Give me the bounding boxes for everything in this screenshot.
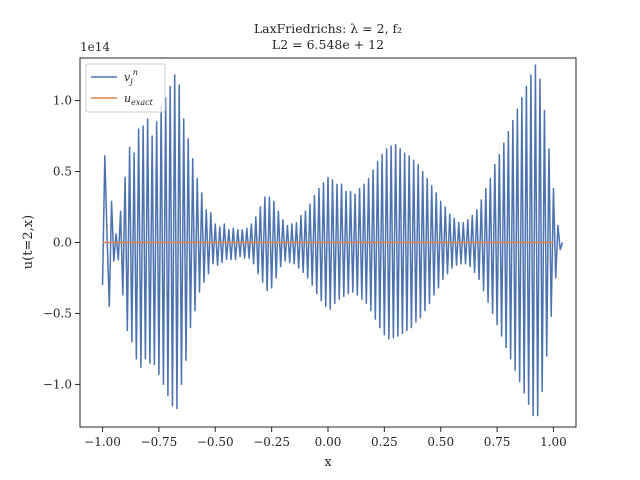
x-tick-label: −0.50 [197, 435, 234, 449]
x-tick-label: −0.25 [253, 435, 290, 449]
x-tick-label: 0.25 [371, 435, 398, 449]
y-offset-text: 1e14 [80, 40, 110, 54]
y-tick-label: 0.5 [53, 165, 72, 179]
chart-title-line1: LaxFriedrichs: λ = 2, f₂ [254, 21, 402, 36]
y-tick-label: −1.0 [43, 377, 72, 391]
y-tick-label: 0.0 [53, 236, 72, 250]
x-axis-label: x [324, 455, 332, 470]
x-tick-label: 0.75 [484, 435, 511, 449]
chart-title-line2: L2 = 6.548e + 12 [272, 37, 384, 52]
x-tick-label: 1.00 [540, 435, 567, 449]
x-tick-label: 0.00 [315, 435, 342, 449]
y-tick-label: −0.5 [43, 306, 72, 320]
x-tick-label: 0.50 [427, 435, 454, 449]
legend-box [85, 63, 166, 113]
y-tick-label: 1.0 [53, 94, 72, 108]
x-tick-label: −1.00 [84, 435, 121, 449]
x-axis: −1.00 −0.75 −0.50 −0.25 0.00 0.25 0.50 0.75 1.00 [84, 427, 567, 449]
plot-area [101, 64, 564, 417]
series-line-v [101, 64, 564, 417]
x-tick-label: −0.75 [141, 435, 178, 449]
y-axis: −1.0 −0.5 0.0 0.5 1.0 [43, 94, 80, 391]
legend: vjn uexact [85, 63, 166, 113]
y-axis-label: u(t=2,x) [21, 215, 36, 269]
